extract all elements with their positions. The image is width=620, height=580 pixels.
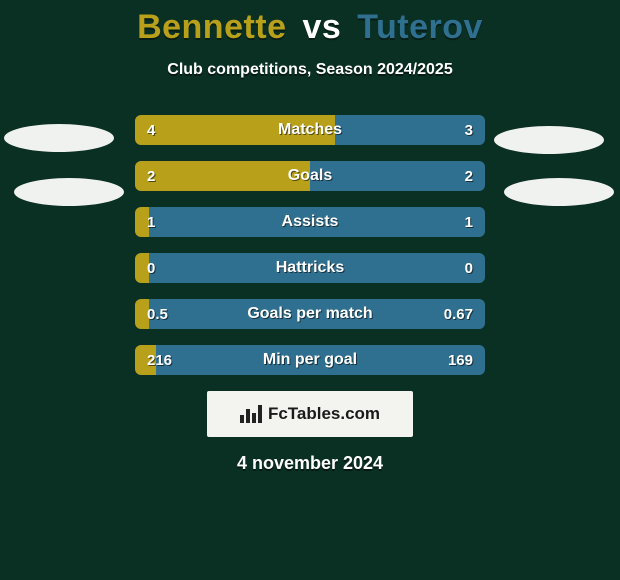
decorative-ellipse-left-1 [4,124,114,152]
comparison-card: Bennette vs Tuterov Club competitions, S… [0,0,620,580]
decorative-ellipse-left-2 [14,178,124,206]
stat-label: Min per goal [135,345,485,375]
source-badge-text: FcTables.com [268,404,380,424]
player1-name: Bennette [137,8,286,46]
source-badge: FcTables.com [207,391,413,437]
player2-name: Tuterov [357,8,483,46]
stat-row: 43Matches [135,115,485,145]
date-label: 4 november 2024 [0,453,620,474]
bar-chart-icon [240,405,262,423]
subtitle: Club competitions, Season 2024/2025 [0,61,620,79]
stat-label: Hattricks [135,253,485,283]
stat-row: 22Goals [135,161,485,191]
stat-label: Matches [135,115,485,145]
vs-label: vs [302,8,341,46]
decorative-ellipse-right-2 [504,178,614,206]
stat-row: 11Assists [135,207,485,237]
stat-row: 0.50.67Goals per match [135,299,485,329]
stat-label: Goals [135,161,485,191]
stat-label: Goals per match [135,299,485,329]
stat-label: Assists [135,207,485,237]
stat-rows: 43Matches 22Goals 11Assists 00Hattricks 0.50… [135,115,485,375]
stat-row: 00Hattricks [135,253,485,283]
stat-row: 216169Min per goal [135,345,485,375]
decorative-ellipse-right-1 [494,126,604,154]
page-title: Bennette vs Tuterov [0,0,620,47]
